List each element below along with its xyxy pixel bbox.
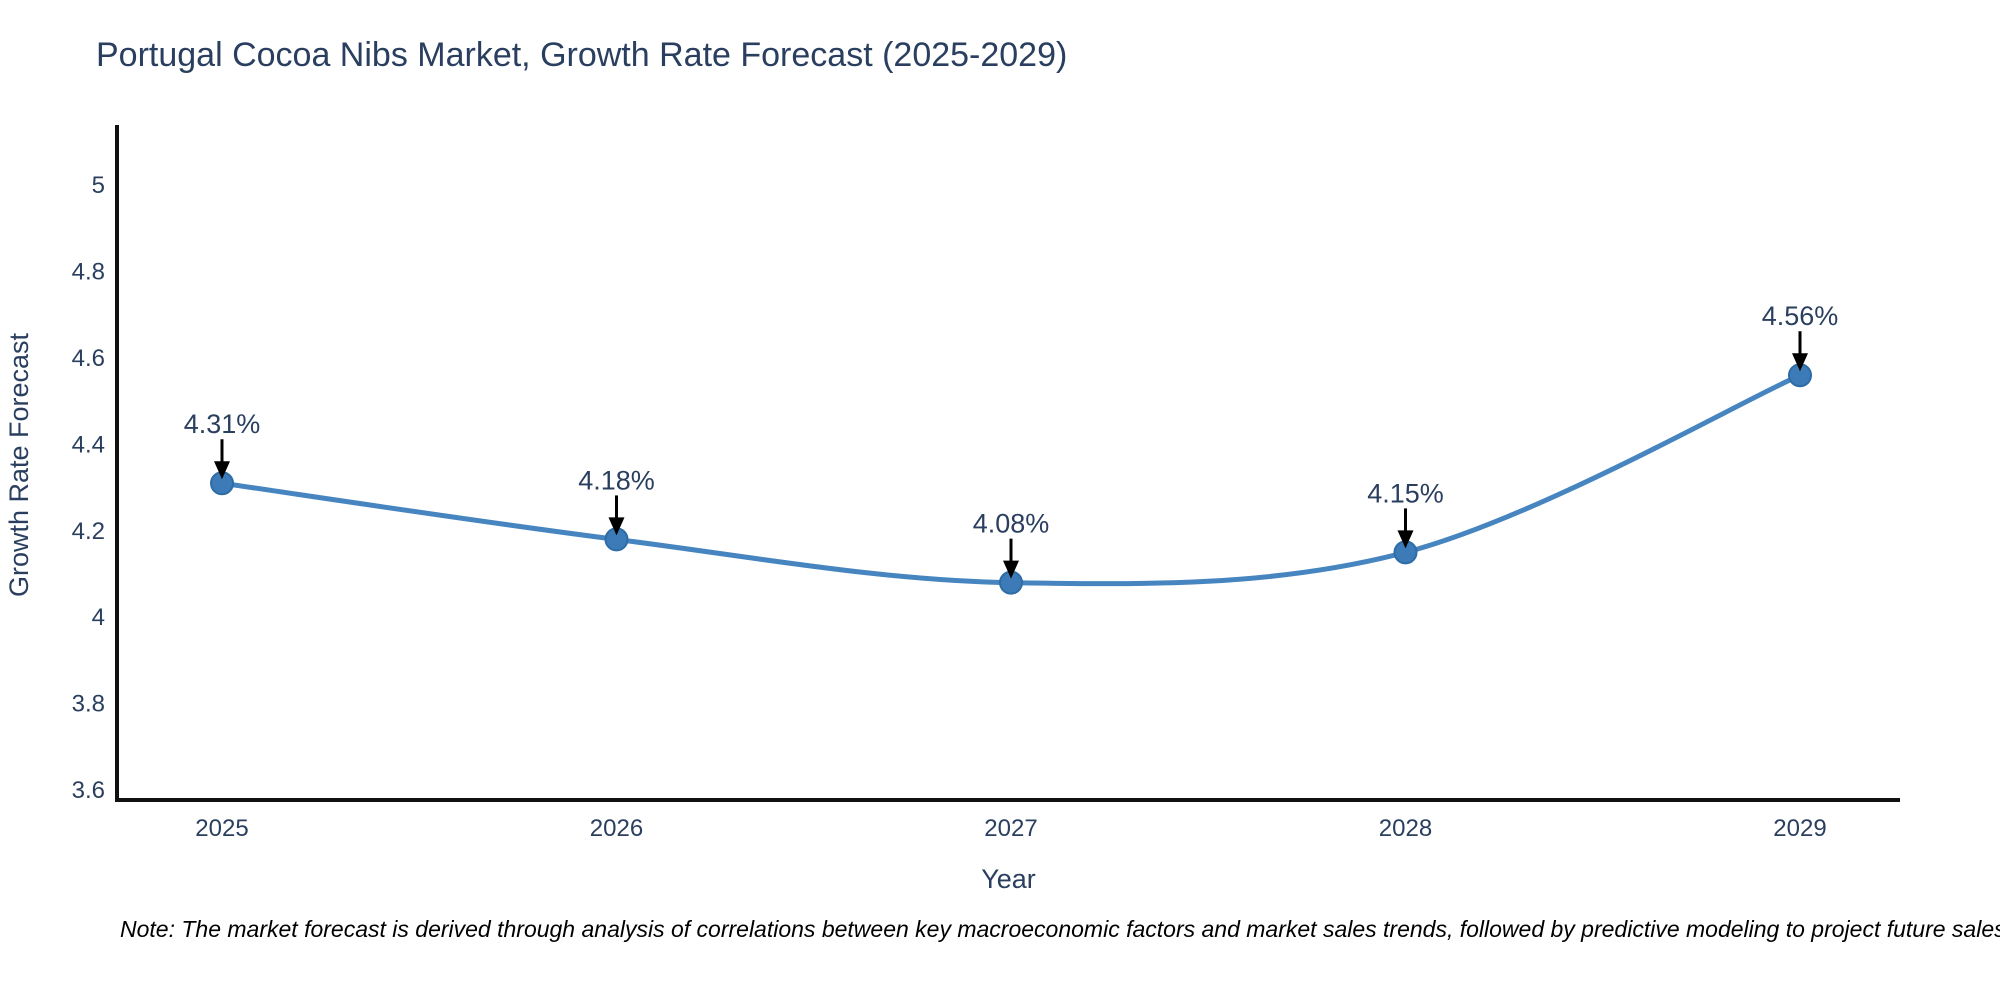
data-point-label: 4.56% (1762, 301, 1839, 331)
y-tick-label: 4.2 (72, 518, 105, 545)
data-point-label: 4.18% (578, 465, 655, 495)
annotation-arrowhead (1397, 530, 1414, 549)
data-point-label: 4.31% (184, 409, 261, 439)
y-tick-label: 4 (92, 604, 105, 631)
x-tick-label: 2026 (590, 815, 643, 842)
footnote: Note: The market forecast is derived thr… (120, 916, 2000, 942)
data-point-label: 4.15% (1367, 478, 1444, 508)
x-axis-title: Year (981, 864, 1036, 894)
annotation-arrowhead (608, 517, 625, 536)
x-tick-label: 2029 (1773, 815, 1826, 842)
y-tick-label: 3.6 (72, 777, 105, 804)
y-tick-label: 5 (92, 172, 105, 199)
annotation-arrowhead (1792, 353, 1808, 372)
annotation-arrowhead (1003, 560, 1019, 579)
x-tick-label: 2025 (195, 815, 248, 842)
y-tick-label: 4.8 (72, 258, 105, 285)
chart-title: Portugal Cocoa Nibs Market, Growth Rate … (96, 36, 1068, 74)
y-tick-label: 3.8 (72, 691, 105, 718)
data-point-label: 4.08% (973, 509, 1050, 539)
x-tick-label: 2027 (984, 815, 1037, 842)
y-tick-label: 4.4 (72, 431, 105, 458)
x-tick-label: 2028 (1379, 815, 1432, 842)
y-axis-title: Growth Rate Forecast (4, 332, 34, 597)
annotation-arrowhead (214, 461, 230, 480)
y-tick-label: 4.6 (72, 345, 105, 372)
